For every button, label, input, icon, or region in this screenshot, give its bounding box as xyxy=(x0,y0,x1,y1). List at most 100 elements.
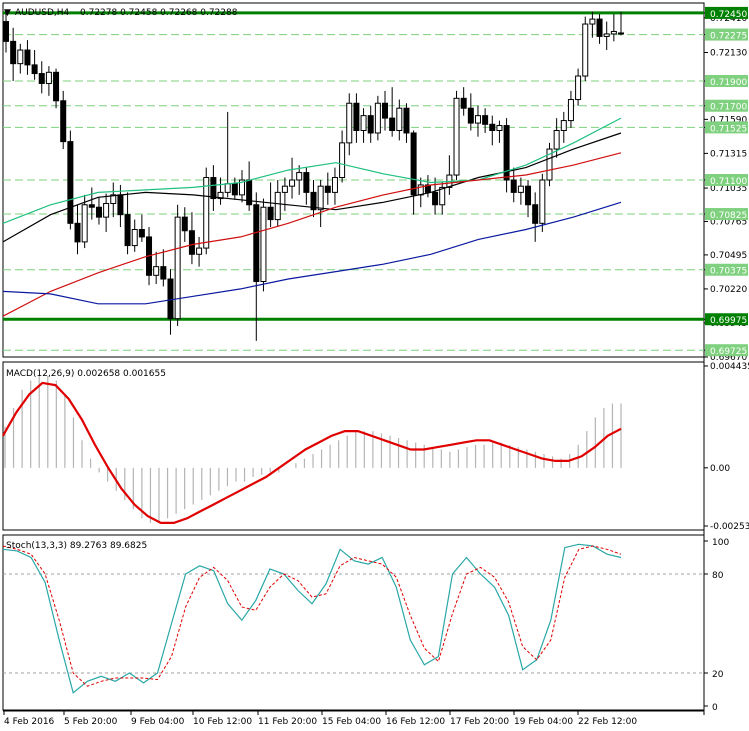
ohlc-readout: 0.72278 0.72458 0.72268 0.72288 xyxy=(80,8,238,18)
axes: 0.724500.724100.722750.721300.719000.717… xyxy=(3,6,749,727)
level-tag xyxy=(705,208,748,221)
candle-body xyxy=(103,203,110,218)
candle-body xyxy=(553,129,560,150)
candle-body xyxy=(331,177,338,193)
candle-body xyxy=(131,229,138,247)
time-tick-label: 17 Feb 20:00 xyxy=(450,717,509,727)
price-tick-label: 0.71035 xyxy=(710,184,747,194)
candle-body xyxy=(496,125,503,131)
price-pane[interactable] xyxy=(2,11,704,351)
candle-body xyxy=(45,71,52,84)
candle-body xyxy=(274,191,281,221)
candle-body xyxy=(110,194,117,205)
candle-body xyxy=(410,132,417,196)
symbol-label: AUDUSD,H4 xyxy=(15,8,70,18)
price-tick-label: 0.70495 xyxy=(710,251,747,261)
candle-body xyxy=(482,115,489,125)
level-tag-label: 0.70375 xyxy=(710,267,747,277)
candle-body xyxy=(467,107,474,124)
level-tag xyxy=(705,99,748,112)
collapse-triangle-icon[interactable]: ▼ xyxy=(4,8,11,18)
candle-body xyxy=(310,191,317,211)
candle-body xyxy=(324,185,331,193)
candle-body xyxy=(389,117,396,131)
stoch-tick-label: 100 xyxy=(712,538,729,548)
macd-tick-label: 0.00 xyxy=(710,464,730,474)
level-tag xyxy=(705,28,748,41)
level-tag-label: 0.69975 xyxy=(710,316,747,326)
candle-body xyxy=(289,179,296,187)
level-tag-label: 0.71525 xyxy=(710,124,747,134)
candle-body xyxy=(253,204,260,282)
candle-body xyxy=(74,222,81,243)
candle-body xyxy=(238,179,245,196)
candle-body xyxy=(460,97,467,109)
stoch-pane[interactable] xyxy=(2,543,704,694)
level-tag-label: 0.71100 xyxy=(710,177,747,187)
candle-body xyxy=(353,102,360,131)
candle-body xyxy=(567,99,574,122)
level-tag-label: 0.70825 xyxy=(710,211,747,221)
candle-body xyxy=(617,32,625,35)
candle-body xyxy=(560,120,567,131)
macd-pane[interactable] xyxy=(2,375,622,525)
candle-body xyxy=(432,191,439,206)
candle-body xyxy=(160,266,167,280)
candle-body xyxy=(53,71,60,102)
moving-average-red xyxy=(2,152,622,317)
time-tick-label: 5 Feb 20:00 xyxy=(64,717,118,727)
candle-body xyxy=(303,172,310,193)
candle-body xyxy=(503,125,510,181)
stoch-tick-label: 0 xyxy=(712,703,718,713)
candle-body xyxy=(2,21,10,42)
level-tag xyxy=(705,6,748,19)
candle-body xyxy=(174,216,181,320)
time-tick-label: 4 Feb 2016 xyxy=(4,717,55,727)
candle-body xyxy=(346,102,353,144)
candle-body xyxy=(382,102,389,119)
candle-body xyxy=(267,206,274,221)
time-tick-label: 15 Feb 04:00 xyxy=(322,717,381,727)
candle-body xyxy=(31,64,38,75)
candle-body xyxy=(281,185,288,193)
candle-body xyxy=(217,191,224,200)
macd-tick-label: -0.002534 xyxy=(710,522,749,532)
candle-body xyxy=(153,266,160,276)
candle-body xyxy=(124,214,131,247)
candle-body xyxy=(453,97,460,176)
level-tag-label: 0.71700 xyxy=(710,103,747,113)
stoch-tick-label: 80 xyxy=(712,571,724,581)
level-tag xyxy=(705,313,748,326)
candle-body xyxy=(589,18,596,25)
price-tick-label: 0.71315 xyxy=(710,149,747,159)
level-tag xyxy=(705,74,748,87)
candle-body xyxy=(596,18,603,37)
price-tick-label: 0.69670 xyxy=(710,353,747,363)
stoch-signal-line xyxy=(2,545,622,687)
candle-body xyxy=(60,100,67,143)
time-tick-label: 10 Feb 12:00 xyxy=(193,717,252,727)
candle-body xyxy=(317,185,324,211)
candle-body xyxy=(67,141,74,224)
candle-body xyxy=(403,107,410,134)
candle-body xyxy=(367,115,374,134)
level-tag xyxy=(705,344,748,357)
candle-body xyxy=(424,184,431,193)
stoch-main-line xyxy=(2,543,622,694)
candle-body xyxy=(510,179,517,193)
price-tick-label: 0.71590 xyxy=(710,115,747,125)
pane-frames xyxy=(2,2,705,715)
candle-body xyxy=(38,73,45,84)
candle-body xyxy=(167,278,174,320)
candle-body xyxy=(489,123,496,131)
candle-body xyxy=(575,75,582,101)
pane-frame-stoch xyxy=(2,534,705,711)
candle-body xyxy=(224,183,231,193)
candle-body xyxy=(546,148,553,181)
candle-body xyxy=(81,204,88,243)
candle-body xyxy=(339,142,346,179)
candle-body xyxy=(517,185,524,193)
price-tick-label: 0.72130 xyxy=(710,49,747,59)
candle-body xyxy=(610,30,617,35)
macd-tick-label: 0.004435 xyxy=(710,362,749,372)
